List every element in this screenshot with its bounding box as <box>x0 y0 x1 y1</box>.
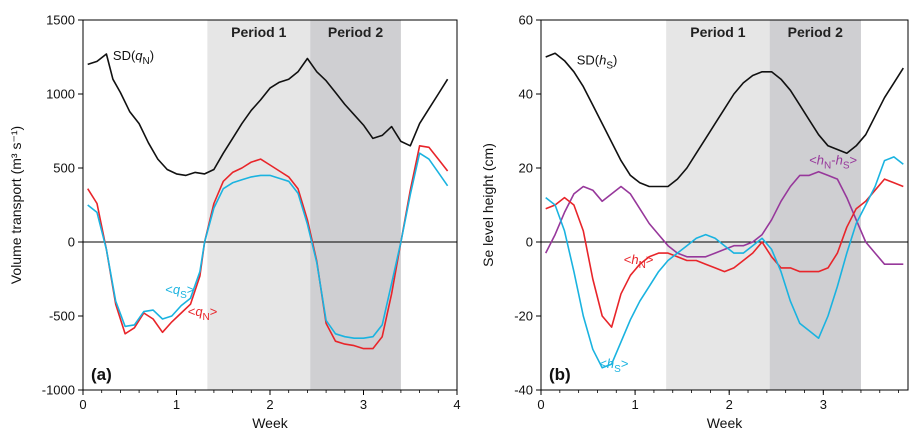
series-label-2: <hN> <box>624 252 654 271</box>
period-shade-2 <box>310 20 401 390</box>
period-shade-2 <box>769 20 861 390</box>
x-tick-label: 1 <box>173 397 180 412</box>
x-tick-label: 3 <box>820 397 827 412</box>
period-shade-1 <box>207 20 311 390</box>
series-line-0 <box>87 53 449 177</box>
y-tick-label: -1000 <box>42 383 75 398</box>
series-line-3 <box>545 156 904 369</box>
series-line-1 <box>544 170 904 265</box>
x-axis-title: Week <box>252 415 289 431</box>
series-label-3: <hS> <box>599 356 628 375</box>
period-label-1: Period 1 <box>690 24 745 40</box>
y-tick-label: 0 <box>68 235 75 250</box>
series-line-1 <box>87 145 449 350</box>
y-tick-label: 1000 <box>46 87 75 102</box>
y-tick-label: 500 <box>53 161 75 176</box>
x-tick-label: 2 <box>726 397 733 412</box>
y-tick-label: -20 <box>514 309 533 324</box>
y-tick-label: 20 <box>519 161 533 176</box>
x-tick-label: 0 <box>79 397 86 412</box>
period-shade-1 <box>666 20 770 390</box>
y-axis-title: Se level height (cm) <box>480 143 496 267</box>
x-tick-label: 1 <box>631 397 638 412</box>
series-line-2 <box>87 152 449 339</box>
series-label-1: <hN-hS> <box>809 152 857 171</box>
panel-a: Period 1 Period 2 SD(qN) <qN> <qS> 0 1 2 3 4 -1000… <box>8 13 461 432</box>
series-label-0: SD(hS) <box>577 52 618 71</box>
x-tick-label: 2 <box>266 397 273 412</box>
period-label-2: Period 2 <box>788 24 843 40</box>
series-line-0 <box>545 52 904 188</box>
y-tick-label: 1500 <box>46 13 75 28</box>
y-axis-title: Volume transport (m³ s⁻¹) <box>8 126 24 284</box>
series-label-2: <qS> <box>165 282 194 301</box>
panel-label: (b) <box>549 365 571 384</box>
y-tick-label: 60 <box>519 13 533 28</box>
period-label-2: Period 2 <box>328 24 383 40</box>
x-tick-label: 0 <box>537 397 544 412</box>
y-tick-label: -40 <box>514 383 533 398</box>
y-tick-label: 40 <box>519 87 533 102</box>
series-label-1: <qN> <box>188 304 218 323</box>
series-line-2 <box>545 178 904 328</box>
y-tick-label: -500 <box>49 309 75 324</box>
panel-label: (a) <box>91 365 112 384</box>
series-label-0: SD(qN) <box>113 48 154 67</box>
panel-b: Period 1 Period 2 SD(hS) <hN-hS> <hN> <hS> 0 1 2… <box>480 13 909 431</box>
plot-frame <box>540 19 909 391</box>
x-axis-title: Week <box>707 415 744 431</box>
x-tick-label: 4 <box>453 397 460 412</box>
period-label-1: Period 1 <box>231 24 286 40</box>
x-tick-label: 3 <box>360 397 367 412</box>
y-tick-label: 0 <box>526 235 533 250</box>
